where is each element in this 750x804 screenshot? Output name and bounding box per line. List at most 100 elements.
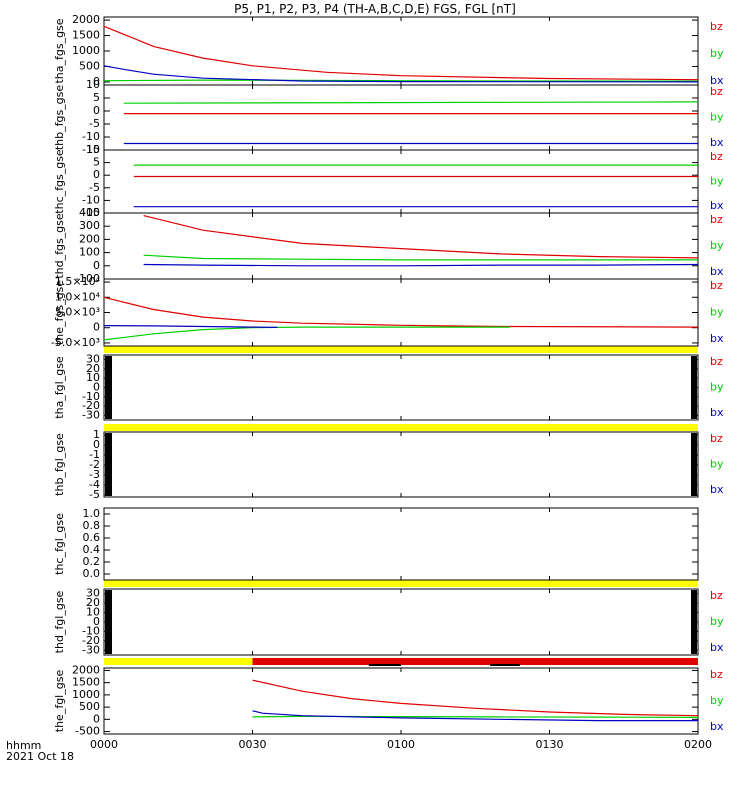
y-tick-label: 30 [86, 587, 100, 600]
y-axis-label: the_fgs_gse [53, 280, 66, 345]
panel-frame [103, 212, 699, 280]
y-tick-label: -5 [89, 117, 100, 130]
y-tick-label: -20 [82, 399, 100, 412]
series-bz-line [103, 25, 699, 81]
panel-frame [103, 278, 699, 347]
y-tick-label: -10 [82, 624, 100, 637]
legend-bz: bz [710, 589, 723, 602]
y-tick-label: 1000 [72, 44, 100, 57]
panel-tha_fgs_gse: 0 500 1000 1500 2000 tha_fgs_gse bz by bx [53, 13, 724, 88]
panel-frame [103, 84, 699, 151]
y-axis-label: thc_fgs_gse [53, 149, 66, 214]
legend-by: by [710, 694, 724, 707]
legend-bx: bx [710, 406, 724, 419]
series-bx-line [103, 65, 699, 83]
y-tick-label: 0 [93, 381, 100, 394]
x-unit-label: hhmm [6, 739, 41, 752]
legend-bx: bx [710, 332, 724, 345]
y-tick-label: -5 [89, 181, 100, 194]
y-tick-label: 1.0 [83, 507, 101, 520]
x-tick-label: 0030 [239, 738, 267, 751]
legend-bz: bz [710, 213, 723, 226]
x-tick-label: 0130 [536, 738, 564, 751]
y-tick-label: 400 [79, 206, 100, 219]
status-bar-thb [104, 424, 698, 431]
y-tick-label: 2000 [72, 13, 100, 26]
y-tick-label: -4 [89, 478, 100, 491]
series-by-line [123, 101, 699, 104]
legend-bx: bx [710, 641, 724, 654]
y-tick-label: -2 [89, 458, 100, 471]
y-axis-label: tha_fgs_gse [53, 18, 66, 83]
y-tick-label: 0 [93, 438, 100, 451]
y-tick-label: 1.0×10⁴ [55, 290, 101, 303]
legend-by: by [710, 175, 724, 188]
y-tick-label: -100 [75, 272, 100, 285]
y-tick-label: 300 [79, 219, 100, 232]
y-tick-label: -3 [89, 468, 100, 481]
y-tick-label: 1500 [72, 676, 100, 689]
panel-the_fgs_gse: -5.0×10³ 0 5.0×10³ 1.0×10⁴ 1.5×10⁴the_fgs_gs… [51, 275, 724, 349]
y-tick-label: 10 [86, 371, 100, 384]
y-tick-label: 2000 [72, 663, 100, 676]
series-by-line [103, 79, 699, 82]
panel-frame [103, 431, 699, 498]
y-tick-label: 10 [86, 606, 100, 619]
y-tick-label: 1.5×10⁴ [55, 275, 101, 288]
status-gap-mark [490, 664, 520, 666]
y-tick-label: 0.8 [83, 519, 101, 532]
date-label: 2021 Oct 18 [6, 750, 74, 763]
legend-bz: bz [710, 279, 723, 292]
legend-bx: bx [710, 483, 724, 496]
legend-by: by [710, 381, 724, 394]
y-tick-label: -500 [75, 725, 100, 738]
y-axis-label: tha_fgl_gse [53, 356, 66, 419]
x-tick-label: 0100 [387, 738, 415, 751]
panel-frame [103, 667, 699, 735]
y-tick-label: 5 [93, 91, 100, 104]
y-axis-label: thb_fgl_gse [53, 433, 66, 496]
legend-bx: bx [710, 720, 724, 733]
y-tick-label: 100 [79, 246, 100, 259]
legend-bx: bx [710, 265, 724, 278]
y-tick-label: 500 [79, 700, 100, 713]
y-tick-label: 0 [93, 615, 100, 628]
y-axis-label: thd_fgl_gse [53, 590, 66, 653]
y-tick-label: 0 [93, 712, 100, 725]
status-bar-tha [104, 346, 698, 353]
y-tick-label: -10 [82, 193, 100, 206]
panel-frame [103, 507, 699, 581]
status-bar-thd [104, 580, 698, 587]
legend-bz: bz [710, 85, 723, 98]
y-tick-label: 0.4 [83, 543, 101, 556]
y-tick-label: 0.2 [83, 555, 101, 568]
legend-bz: bz [710, 355, 723, 368]
y-tick-label: 20 [86, 362, 100, 375]
chart-title: P5, P1, P2, P3, P4 (TH-A,B,C,D,E) FGS, F… [234, 2, 516, 16]
series-bz-line [103, 296, 699, 328]
y-tick-label: 0 [93, 168, 100, 181]
legend-by: by [710, 615, 724, 628]
y-tick-label: 0 [93, 75, 100, 88]
status-gap-mark [368, 664, 401, 666]
y-tick-label: 0 [93, 321, 100, 334]
y-tick-label: 5 [93, 156, 100, 169]
x-tick-label: 0000 [90, 738, 118, 751]
y-axis-label: thb_fgs_gse [53, 85, 66, 151]
y-tick-label: 0.0 [83, 567, 101, 580]
y-tick-label: -10 [82, 390, 100, 403]
legend-bx: bx [710, 136, 724, 149]
y-tick-label: -30 [82, 408, 100, 421]
y-tick-label: 0 [93, 259, 100, 272]
y-tick-label: 5.0×10³ [55, 306, 100, 319]
panel-frame [103, 16, 699, 86]
legend-by: by [710, 111, 724, 124]
y-tick-label: -1 [89, 448, 100, 461]
y-tick-label: 0 [93, 104, 100, 117]
legend-by: by [710, 306, 724, 319]
